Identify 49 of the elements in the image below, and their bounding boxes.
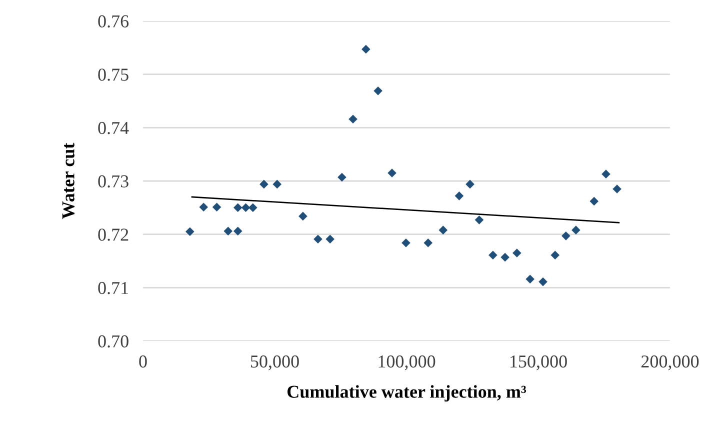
point [224, 226, 233, 236]
point [362, 44, 370, 54]
point [212, 202, 222, 212]
point [338, 172, 346, 182]
point [388, 168, 396, 178]
point [438, 226, 448, 234]
x-axis-title: Cumulative water injection, m³ [287, 385, 526, 402]
point [186, 227, 194, 236]
y-tick-label: 0.70 [98, 335, 128, 348]
point [298, 212, 308, 221]
point [590, 196, 599, 206]
y-tick-label: 0.73 [98, 175, 128, 188]
point [314, 234, 322, 244]
point [612, 184, 622, 194]
y-tick-label: 0.72 [98, 228, 128, 241]
point [526, 274, 534, 284]
point [348, 114, 358, 124]
point [374, 86, 382, 96]
point [248, 203, 258, 212]
point [512, 248, 522, 258]
point [326, 234, 334, 244]
x-tick-label: 150,000 [510, 355, 567, 370]
y-axis-title: Water cut [62, 142, 74, 219]
point [538, 277, 548, 286]
point [233, 203, 242, 212]
point [474, 216, 484, 224]
y-tick-label: 0.75 [98, 68, 128, 81]
x-tick-label: 100,000 [378, 355, 436, 370]
point [260, 180, 268, 189]
point [488, 250, 498, 260]
point [500, 252, 510, 262]
x-tick-label: 0 [139, 355, 147, 368]
point [572, 226, 580, 234]
point [550, 250, 560, 260]
y-tick-label: 0.74 [98, 122, 129, 134]
x-tick-label: 200,000 [641, 355, 699, 370]
y-tick-label: 0.71 [98, 282, 128, 294]
point [241, 203, 250, 212]
point [402, 238, 410, 248]
y-tick-label: 0.76 [98, 15, 129, 28]
point [466, 180, 474, 189]
point [424, 238, 432, 248]
x-tick-label: 50,000 [250, 355, 299, 370]
point [602, 170, 610, 178]
point [199, 202, 208, 212]
point [233, 226, 242, 236]
point [562, 232, 570, 240]
point [454, 192, 464, 200]
point [272, 180, 282, 189]
